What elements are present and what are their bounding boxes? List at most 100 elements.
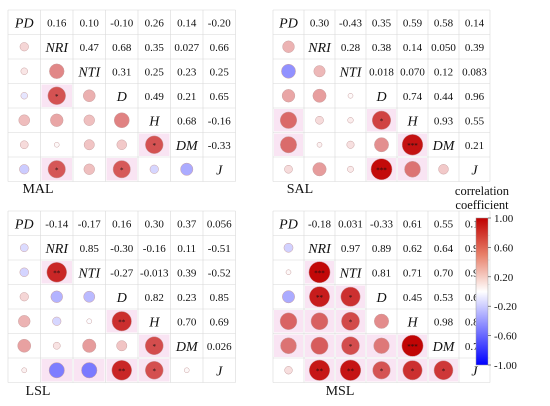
diag-label-d: D <box>375 291 386 306</box>
corr-circle <box>17 338 32 353</box>
corr-circle <box>19 164 30 175</box>
corr-circle <box>347 93 354 99</box>
coef-label: 0.93 <box>434 115 454 127</box>
coef-label: 0.66 <box>210 42 230 54</box>
corr-circle <box>111 360 132 381</box>
coef-label: 0.68 <box>177 115 197 127</box>
coef-label: -0.16 <box>208 115 231 127</box>
corr-circle <box>116 340 128 352</box>
coef-label: 0.12 <box>434 66 453 78</box>
coef-label: -0.20 <box>208 17 231 29</box>
colorbar-tick-label: -0.20 <box>494 301 517 313</box>
coef-label: 0.050 <box>431 42 456 54</box>
diag-label-pd: PD <box>278 217 298 232</box>
diag-label-nri: NRI <box>44 41 69 56</box>
corr-circle <box>280 136 297 154</box>
diag-label-pd: PD <box>14 16 34 31</box>
coef-label: 0.55 <box>465 115 485 127</box>
panel-grid <box>272 9 491 182</box>
corr-circle <box>19 140 29 150</box>
corr-circle <box>374 313 389 329</box>
coef-label: 0.16 <box>47 17 67 29</box>
corr-circle <box>279 312 298 330</box>
corr-circle <box>312 162 327 177</box>
coef-label: 0.35 <box>372 17 392 29</box>
colorbar-tick-label: -1.00 <box>494 360 517 372</box>
coef-label: 0.070 <box>400 66 425 78</box>
coef-label: 0.018 <box>369 66 394 78</box>
colorbar-gradient <box>475 217 489 366</box>
coef-label: 0.61 <box>403 218 422 230</box>
diag-label-h: H <box>148 315 160 330</box>
corr-circle <box>149 164 159 174</box>
panel-title: SAL <box>287 182 313 197</box>
coef-label: -0.52 <box>208 267 231 279</box>
colorbar-tick-label: 0.20 <box>494 272 514 284</box>
corr-circle <box>52 341 61 350</box>
corr-circle <box>50 290 63 303</box>
coef-label: -0.10 <box>110 17 133 29</box>
coef-label: 0.25 <box>210 66 230 78</box>
diag-label-dm: DM <box>432 340 456 355</box>
diag-label-pd: PD <box>278 16 298 31</box>
coef-label: 0.10 <box>80 17 100 29</box>
diag-label-d: D <box>116 90 127 105</box>
corr-circle <box>309 286 330 308</box>
corr-circle <box>83 114 95 126</box>
coef-label: 0.70 <box>434 267 454 279</box>
corr-circle <box>19 267 29 277</box>
corr-circle <box>86 318 92 324</box>
corr-circle <box>340 286 361 307</box>
corr-circle <box>18 114 30 126</box>
sig-marker: * <box>349 343 353 351</box>
corr-circle <box>372 110 391 130</box>
corr-circle <box>346 140 355 149</box>
diag-label-nri: NRI <box>44 242 69 257</box>
diag-label-dm: DM <box>175 139 199 154</box>
corr-circle <box>284 164 293 174</box>
corr-circle <box>47 160 66 179</box>
sig-marker: ** <box>347 367 355 375</box>
sig-marker: ** <box>118 318 126 326</box>
coef-label: 0.21 <box>177 91 196 103</box>
sig-marker: * <box>120 166 124 174</box>
corr-circle <box>46 262 67 283</box>
coef-label: 0.23 <box>177 292 197 304</box>
corr-circle <box>49 63 65 79</box>
diag-label-j: J <box>471 364 478 379</box>
corr-circle <box>81 362 98 379</box>
corr-circle <box>282 290 295 304</box>
corr-circle <box>404 161 421 178</box>
corr-circle <box>313 65 326 78</box>
diag-label-nti: NTI <box>339 65 363 80</box>
sig-marker: ** <box>316 294 324 302</box>
corr-circle <box>180 162 194 176</box>
coef-label: -0.14 <box>45 218 68 230</box>
panel-grid <box>7 210 236 383</box>
corr-circle <box>281 89 296 103</box>
corr-circle <box>113 112 130 129</box>
diag-label-pd: PD <box>14 217 34 232</box>
panel-sal: PD NRI NTI D H DM J 0.30 -0.43 0.35 0.59 0.58 0.14 0.… <box>272 9 491 197</box>
diag-label-h: H <box>148 114 160 129</box>
coef-label: 0.39 <box>465 42 485 54</box>
coef-label: 0.14 <box>465 17 485 29</box>
coef-label: -0.43 <box>339 17 362 29</box>
coef-label: 0.35 <box>145 42 165 54</box>
diag-label-nri: NRI <box>307 242 332 257</box>
sig-marker: ** <box>118 367 126 375</box>
panel-lsl: PD NRI NTI D H DM J -0.14 -0.17 0.16 0.30 0.37 0.056… <box>7 210 236 399</box>
corr-circle <box>83 139 95 151</box>
corr-circle <box>433 360 454 380</box>
colorbar-title-line1: correlation <box>455 184 510 198</box>
coef-label: 0.21 <box>465 140 484 152</box>
coef-label: 0.30 <box>310 17 330 29</box>
diag-label-dm: DM <box>175 340 199 355</box>
diag-label-nri: NRI <box>307 41 332 56</box>
coef-label: 0.027 <box>174 42 199 54</box>
corr-circle <box>284 366 293 375</box>
coef-label: 0.69 <box>210 316 230 328</box>
corr-circle <box>281 63 296 79</box>
coef-label: 0.62 <box>403 243 422 255</box>
